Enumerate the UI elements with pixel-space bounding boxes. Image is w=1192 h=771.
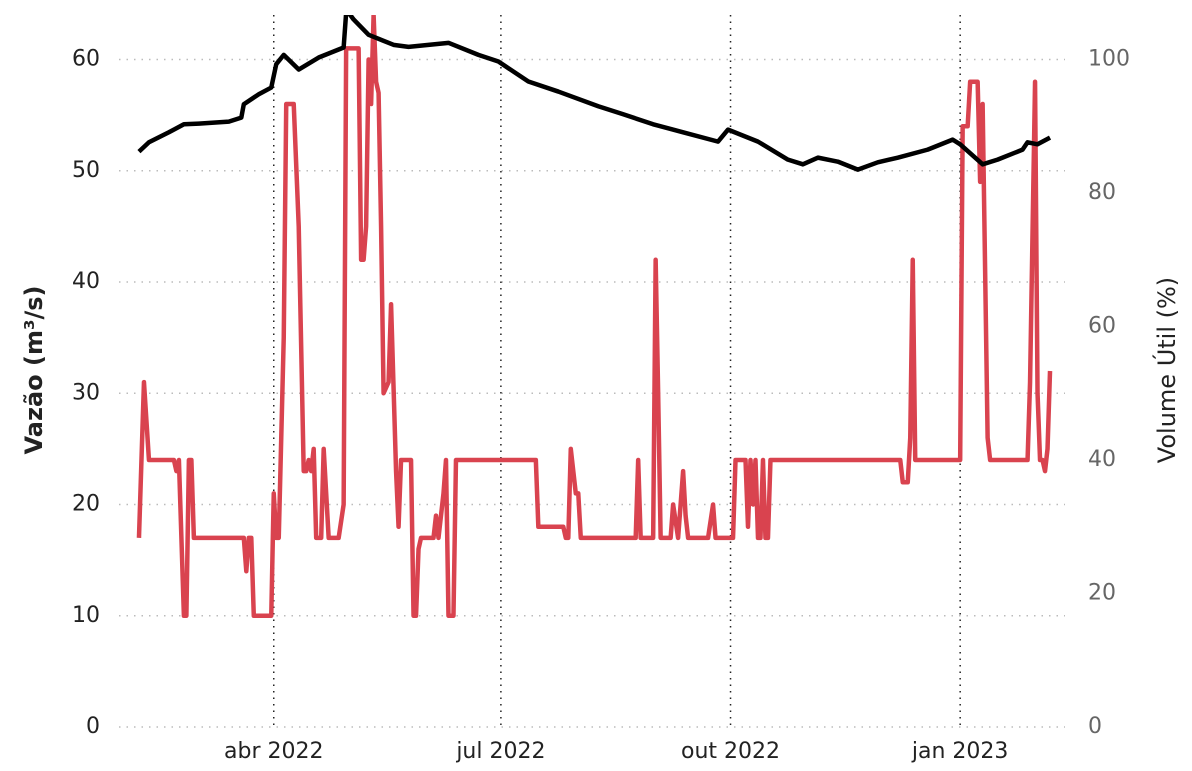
y-tick-label: 40	[72, 269, 100, 294]
y2-tick-label: 0	[1088, 714, 1102, 739]
plot-area	[136, 15, 1053, 618]
series-line	[137, 15, 1052, 172]
y-tick-label: 10	[72, 603, 100, 628]
y2-tick-label: 80	[1088, 180, 1116, 205]
y-tick-label: 0	[86, 714, 100, 739]
y-tick-label: 30	[72, 380, 100, 405]
y2-tick-label: 20	[1088, 581, 1116, 606]
y-tick-label: 20	[72, 492, 100, 517]
x-tick-label: abr 2022	[224, 739, 323, 764]
y2-tick-label: 40	[1088, 447, 1116, 472]
y2-axis-title: Volume Útil (%)	[1151, 277, 1181, 463]
y2-tick-label: 60	[1088, 314, 1116, 339]
x-tick-label: jul 2022	[455, 739, 545, 764]
y2-tick-label: 100	[1088, 47, 1130, 72]
y-axis-title: Vazão (m³/s)	[20, 286, 48, 455]
y-tick-label: 60	[72, 47, 100, 72]
series-line	[136, 15, 1053, 618]
y-tick-label: 50	[72, 158, 100, 183]
x-tick-label: jan 2023	[911, 739, 1009, 764]
grid	[119, 15, 1065, 728]
x-tick-label: out 2022	[681, 739, 780, 764]
